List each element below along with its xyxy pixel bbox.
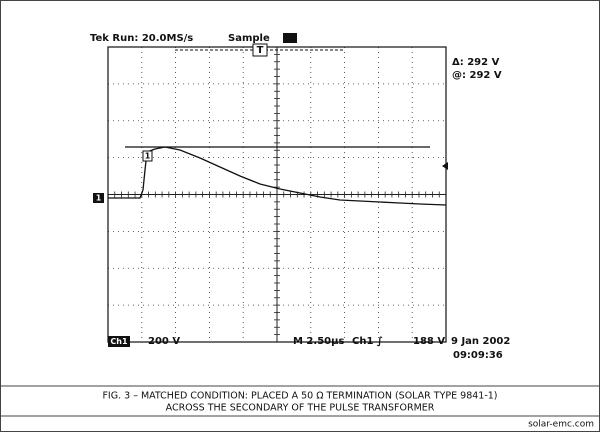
cursor-marker: 1: [145, 152, 151, 161]
footer-date: 9 Jan 2002: [451, 336, 510, 347]
channel-marker: 1: [96, 194, 102, 203]
trigger-box: [252, 43, 268, 57]
delta-readout: Δ: 292 V: [452, 57, 500, 68]
screen-border: [107, 46, 447, 343]
source: solar-emc.com: [528, 420, 594, 430]
channel-box: [108, 336, 130, 347]
footer-trigger-level: 188 V: [413, 336, 445, 347]
footer-scale: 200 V: [148, 336, 180, 347]
trigger-marker: T: [257, 45, 264, 56]
caption-line: FIG. 3 – MATCHED CONDITION: PLACED A 50 …: [102, 391, 497, 402]
acq-mode: Sample: [228, 33, 270, 44]
caption-line: ACROSS THE SECONDARY OF THE PULSE TRANSF…: [166, 403, 435, 414]
graticule: [107, 46, 447, 343]
waveform: [108, 146, 447, 206]
at-readout: @: 292 V: [452, 70, 502, 81]
footer-channel: Ch1: [110, 337, 128, 346]
channel-marker-box: [93, 193, 104, 203]
mode-icon: [283, 33, 297, 43]
footer-trigger-source: Ch1 ∫: [352, 336, 383, 347]
trigger-level-arrow: [442, 162, 448, 170]
cursor-marker-box: [142, 150, 153, 162]
run-status: Tek Run: 20.0MS/s: [90, 33, 193, 44]
footer-timebase: M 2.50µs: [293, 336, 344, 347]
footer-time: 09:09:36: [453, 350, 503, 361]
